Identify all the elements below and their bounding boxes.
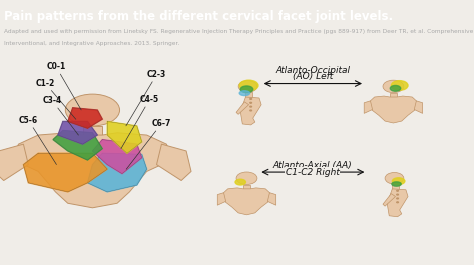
Polygon shape xyxy=(383,194,395,206)
Text: C1-C2 Right: C1-C2 Right xyxy=(286,167,340,176)
Ellipse shape xyxy=(392,178,405,184)
Polygon shape xyxy=(156,144,191,180)
Polygon shape xyxy=(23,153,107,192)
Text: C4-5: C4-5 xyxy=(121,95,159,149)
Polygon shape xyxy=(92,140,142,174)
Polygon shape xyxy=(107,121,142,153)
Polygon shape xyxy=(14,133,171,208)
Ellipse shape xyxy=(240,86,253,93)
Polygon shape xyxy=(414,101,423,113)
Circle shape xyxy=(250,106,252,107)
Text: C6-7: C6-7 xyxy=(126,119,171,169)
Polygon shape xyxy=(68,108,102,128)
Text: (AO) Left: (AO) Left xyxy=(293,73,333,81)
Text: C1-2: C1-2 xyxy=(36,79,76,119)
Polygon shape xyxy=(246,92,252,97)
Polygon shape xyxy=(0,144,28,180)
Polygon shape xyxy=(236,102,248,114)
Text: Atlanto-Occipital: Atlanto-Occipital xyxy=(275,66,350,75)
Ellipse shape xyxy=(65,94,119,126)
Circle shape xyxy=(250,102,252,103)
Circle shape xyxy=(250,110,252,111)
Polygon shape xyxy=(243,184,250,189)
Polygon shape xyxy=(53,130,102,160)
Polygon shape xyxy=(217,193,226,205)
Polygon shape xyxy=(221,188,272,215)
Circle shape xyxy=(397,190,399,191)
Text: Pain patterns from the different cervical facet joint levels.: Pain patterns from the different cervica… xyxy=(4,10,393,23)
Polygon shape xyxy=(387,189,408,217)
Ellipse shape xyxy=(239,91,250,96)
Text: Adapted and used with permission from Linetsky FS. Regenerative Injection Therap: Adapted and used with permission from Li… xyxy=(4,29,474,34)
Ellipse shape xyxy=(238,81,257,92)
Ellipse shape xyxy=(236,172,257,184)
Polygon shape xyxy=(392,184,399,189)
Polygon shape xyxy=(368,96,419,123)
Polygon shape xyxy=(267,193,276,205)
Polygon shape xyxy=(390,93,397,97)
Text: C3-4: C3-4 xyxy=(43,96,78,135)
Polygon shape xyxy=(364,101,373,113)
Text: Atlanto-Axial (AA): Atlanto-Axial (AA) xyxy=(273,161,353,170)
Text: C2-3: C2-3 xyxy=(126,70,166,126)
Circle shape xyxy=(397,198,399,199)
Ellipse shape xyxy=(390,86,401,91)
Ellipse shape xyxy=(235,179,246,185)
Polygon shape xyxy=(82,126,102,135)
Ellipse shape xyxy=(392,182,401,186)
Polygon shape xyxy=(240,97,261,125)
Polygon shape xyxy=(58,121,97,144)
Circle shape xyxy=(397,202,399,203)
Ellipse shape xyxy=(239,80,258,91)
Polygon shape xyxy=(88,153,146,192)
Text: C5-6: C5-6 xyxy=(19,116,56,165)
Text: Interventional, and Integrative Approaches. 2013. Springer.: Interventional, and Integrative Approach… xyxy=(4,41,179,46)
Ellipse shape xyxy=(385,173,404,184)
Ellipse shape xyxy=(383,80,404,93)
Circle shape xyxy=(397,194,399,195)
Text: C0-1: C0-1 xyxy=(46,62,81,110)
Ellipse shape xyxy=(392,81,408,90)
